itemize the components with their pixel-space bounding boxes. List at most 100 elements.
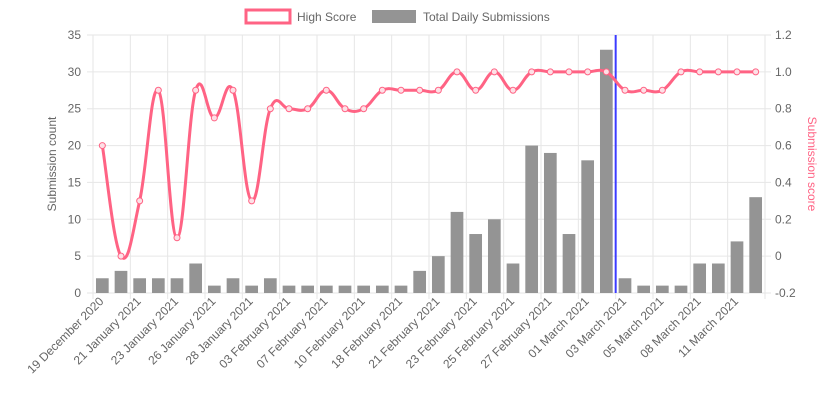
point xyxy=(621,86,629,94)
bar xyxy=(469,234,483,293)
y-axis-right: 1.2 1.0 0.8 0.6 0.4 0.2 0 -0.2 xyxy=(775,28,796,300)
bar xyxy=(263,278,277,293)
point xyxy=(584,68,592,76)
y-axis-left: 35 30 25 20 15 10 5 0 xyxy=(68,28,82,300)
point xyxy=(397,86,405,94)
bar xyxy=(413,270,427,293)
y-right-tick-label: 0.8 xyxy=(775,102,792,116)
point xyxy=(640,86,648,94)
bar xyxy=(581,160,595,293)
point xyxy=(378,86,386,94)
y-left-tick-label: 35 xyxy=(68,28,82,42)
bar xyxy=(543,152,557,293)
y-right-tick-label: -0.2 xyxy=(775,286,796,300)
point xyxy=(677,68,685,76)
point xyxy=(696,68,704,76)
point xyxy=(602,68,610,76)
line-series-high-score xyxy=(98,68,760,260)
y-right-tick-label: 0 xyxy=(775,249,782,263)
point xyxy=(416,86,424,94)
bar xyxy=(655,285,669,293)
bar xyxy=(674,285,688,293)
gridlines xyxy=(87,34,771,299)
bar xyxy=(431,256,445,293)
x-tick-label: 21 January 2021 xyxy=(71,294,144,367)
x-tick-label: 26 January 2021 xyxy=(145,294,218,367)
point xyxy=(229,86,237,94)
point xyxy=(546,68,554,76)
bar xyxy=(525,145,539,293)
point xyxy=(173,234,181,242)
y-left-tick-label: 5 xyxy=(74,249,81,263)
y-axis-left-title: Submission count xyxy=(45,116,59,211)
point xyxy=(565,68,573,76)
legend-label-total-daily-submissions[interactable]: Total Daily Submissions xyxy=(423,10,550,24)
bar xyxy=(637,285,651,293)
point xyxy=(341,105,349,113)
bar xyxy=(226,278,240,293)
point xyxy=(136,197,144,205)
point xyxy=(322,86,330,94)
bar xyxy=(394,285,408,293)
point xyxy=(285,105,293,113)
bar-series-total-daily-submissions xyxy=(95,49,763,293)
y-left-tick-label: 25 xyxy=(68,102,82,116)
point xyxy=(714,68,722,76)
legend-label-high-score[interactable]: High Score xyxy=(297,10,357,24)
point xyxy=(360,105,368,113)
bar xyxy=(170,278,184,293)
y-right-tick-label: 0.6 xyxy=(775,139,792,153)
bar xyxy=(618,278,632,293)
point xyxy=(472,86,480,94)
point xyxy=(490,68,498,76)
y-left-tick-label: 10 xyxy=(68,212,82,226)
x-tick-label: 23 January 2021 xyxy=(108,294,181,367)
y-left-tick-label: 15 xyxy=(68,175,82,189)
point xyxy=(210,114,218,122)
bar xyxy=(207,285,221,293)
point xyxy=(266,105,274,113)
bar xyxy=(338,285,352,293)
y-right-tick-label: 0.2 xyxy=(775,212,792,226)
legend: High Score Total Daily Submissions xyxy=(244,8,550,25)
y-left-tick-label: 0 xyxy=(74,286,81,300)
bar xyxy=(730,241,744,293)
bar xyxy=(506,263,520,293)
bar xyxy=(301,285,315,293)
point xyxy=(509,86,517,94)
y-right-tick-label: 0.4 xyxy=(775,175,792,189)
y-left-tick-label: 30 xyxy=(68,65,82,79)
point xyxy=(248,197,256,205)
point xyxy=(154,86,162,94)
bar xyxy=(711,263,725,293)
bar xyxy=(487,219,501,293)
y-right-tick-label: 1.2 xyxy=(775,28,792,42)
x-tick-label: 28 January 2021 xyxy=(183,294,256,367)
point xyxy=(98,142,106,150)
point xyxy=(304,105,312,113)
legend-swatch-total-daily-submissions[interactable] xyxy=(372,10,416,23)
point xyxy=(658,86,666,94)
bar xyxy=(114,270,128,293)
point xyxy=(528,68,536,76)
point xyxy=(192,86,200,94)
y-left-tick-label: 20 xyxy=(68,139,82,153)
bar xyxy=(450,211,464,293)
bar xyxy=(133,278,147,293)
bar xyxy=(282,285,296,293)
bar xyxy=(357,285,371,293)
bar xyxy=(319,285,333,293)
bar xyxy=(375,285,389,293)
point xyxy=(453,68,461,76)
y-right-tick-label: 1.0 xyxy=(775,65,792,79)
bar xyxy=(749,197,763,293)
bar xyxy=(599,49,613,293)
bar xyxy=(151,278,165,293)
point xyxy=(752,68,760,76)
point xyxy=(117,252,125,260)
y-axis-right-title: Submission score xyxy=(805,117,818,212)
point xyxy=(434,86,442,94)
legend-swatch-high-score[interactable] xyxy=(244,8,292,25)
